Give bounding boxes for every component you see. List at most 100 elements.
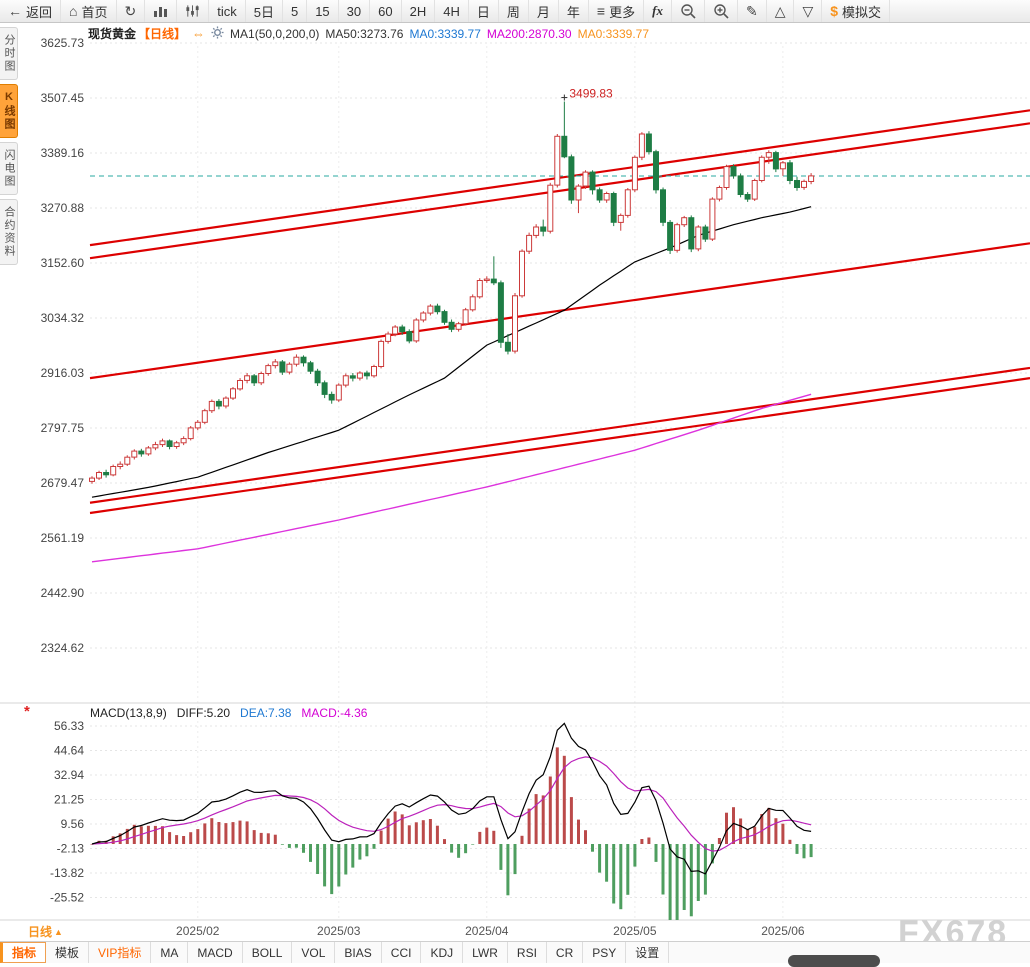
toolbar-home-button[interactable]: ⌂ 首页 (61, 0, 117, 22)
toolbar-period-year-button[interactable]: 年 (559, 0, 589, 22)
indicator-tab-vol[interactable]: VOL (292, 942, 336, 963)
indicator-tab-cci[interactable]: CCI (382, 942, 422, 963)
symbol-switch-icon[interactable]: ⇔ (192, 26, 206, 41)
indicator-tab-psy[interactable]: PSY (583, 942, 627, 963)
indicator-tab-kdj[interactable]: KDJ (421, 942, 464, 963)
indicator-tab-settings[interactable]: 设置 (626, 942, 670, 963)
equalizer-icon (185, 4, 200, 18)
pencil-icon: ✎ (745, 2, 758, 19)
toolbar-sim-trade-label: 模拟交 (842, 4, 882, 20)
period-tag: 【日线】 (138, 27, 187, 41)
refresh-icon: ↻ (124, 2, 137, 19)
menu-icon: ≡ (596, 2, 606, 19)
chart-header: 现货黄金 【日线】 ⇔ MA1(50,0,200,0) MA50:3273.76 … (88, 25, 649, 42)
toolbar-alert-up-button[interactable]: △ (767, 0, 795, 22)
toolbar-period-year-label: 年 (566, 4, 580, 20)
toolbar-tick-button[interactable]: tick (209, 0, 246, 22)
home-icon: ⌂ (69, 2, 78, 19)
indicator-tab-bar: 指标 模板 VIP指标 MA MACD BOLL VOL BIAS CCI KDJ LWR RSI CR… (0, 941, 1030, 963)
toolbar-zoom-in-button[interactable] (705, 0, 738, 22)
arrow-left-icon: ← (8, 2, 22, 19)
svg-text:2324.62: 2324.62 (41, 641, 85, 655)
gridlines (0, 42, 1030, 921)
ma50-value: MA50:3273.76 (325, 26, 404, 41)
toolbar-zoom-out-button[interactable] (672, 0, 705, 22)
toolbar-period-15m-label: 15 (315, 3, 330, 19)
toolbar-period-2h-label: 2H (409, 3, 427, 19)
svg-text:56.33: 56.33 (54, 719, 84, 733)
toolbar-period-4h-label: 4H (443, 3, 460, 19)
toolbar-bar-chart-button[interactable] (145, 0, 178, 22)
toolbar-period-week-button[interactable]: 周 (499, 0, 529, 22)
dea-value: DEA:7.38 (240, 706, 292, 720)
sidebar-tab-kline-chart[interactable]: K线图 (0, 84, 18, 138)
toolbar-chart-style-button[interactable] (177, 0, 210, 22)
horizontal-scrollbar-thumb[interactable] (788, 955, 880, 967)
indicator-flower-icon[interactable]: * (24, 703, 30, 720)
pane-period-label: 日线 (28, 925, 53, 939)
toolbar-tick-label: tick (217, 3, 237, 19)
toolbar-period-4h-button[interactable]: 4H (435, 0, 469, 22)
indicator-tab-bias[interactable]: BIAS (335, 942, 382, 963)
indicator-tab-vip-indicators[interactable]: VIP指标 (89, 942, 152, 963)
dollar-icon: $ (830, 3, 839, 19)
toolbar-draw-button[interactable]: ✎ (738, 0, 767, 22)
toolbar-period-5m-button[interactable]: 5 (283, 0, 308, 22)
diff-value: DIFF:5.20 (176, 706, 231, 720)
toolbar-period-month-label: 月 (536, 4, 550, 20)
indicator-tab-cr[interactable]: CR (547, 942, 584, 963)
svg-text:9.56: 9.56 (61, 817, 85, 831)
svg-text:-2.13: -2.13 (57, 842, 85, 856)
svg-text:3270.88: 3270.88 (41, 201, 85, 215)
chart-type-sidebar: 分时图 K线图闪电图合约资料 (0, 27, 20, 265)
toolbar-period-2h-button[interactable]: 2H (402, 0, 436, 22)
toolbar-sim-trade-button[interactable]: $ 模拟交 (822, 0, 891, 22)
indicator-tab-ma[interactable]: MA (151, 942, 189, 963)
svg-text:3152.60: 3152.60 (41, 256, 85, 270)
svg-text:-25.52: -25.52 (50, 891, 84, 905)
svg-text:2797.75: 2797.75 (41, 421, 85, 435)
top-toolbar: ← 返回 ⌂ 首页 ↻ tick 5日 5 15 30 60 2H 4H 日周月年 ≡ 更多 fx ✎ △ ▽ $ 模拟交 (0, 0, 1030, 23)
sidebar-tab-contract-info[interactable]: 合约资料 (0, 199, 18, 265)
indicator-tab-indicators[interactable]: 指标 (0, 942, 47, 963)
ma-params-label: MA1(50,0,200,0) (230, 26, 320, 41)
toolbar-back-button[interactable]: ← 返回 (0, 0, 62, 22)
toolbar-period-60m-button[interactable]: 60 (370, 0, 402, 22)
indicator-settings-icon[interactable] (211, 25, 224, 42)
zoom-out-icon (680, 3, 696, 19)
sidebar-tab-flash-chart[interactable]: 闪电图 (0, 142, 18, 195)
triangle-up-icon: △ (774, 2, 786, 19)
svg-text:2025/05: 2025/05 (613, 924, 657, 938)
indicator-tab-macd[interactable]: MACD (188, 942, 243, 963)
toolbar-more-button[interactable]: ≡ 更多 (589, 0, 645, 22)
macd-header: MACD(13,8,9) DIFF:5.20 DEA:7.38 MACD:-4.… (90, 706, 367, 720)
peak-annotation: 3499.83 (561, 87, 613, 101)
toolbar-period-30m-button[interactable]: 30 (339, 0, 371, 22)
price-pane (89, 101, 1030, 563)
svg-text:-13.82: -13.82 (50, 866, 84, 880)
pane-period-selector[interactable]: 日线 ▲ (28, 923, 63, 940)
macd-params-label: MACD(13,8,9) (90, 706, 167, 720)
toolbar-period-month-button[interactable]: 月 (529, 0, 559, 22)
toolbar-period-5d-button[interactable]: 5日 (246, 0, 283, 22)
dea-line (91, 756, 812, 852)
indicator-tab-boll[interactable]: BOLL (243, 942, 293, 963)
indicator-tab-templates[interactable]: 模板 (46, 942, 90, 963)
toolbar-alert-down-button[interactable]: ▽ (794, 0, 823, 22)
toolbar-fx-functions-label: fx (652, 3, 663, 18)
toolbar-refresh-button[interactable]: ↻ (117, 0, 146, 22)
main-chart-svg[interactable]: FX678 3499.83 3625.73 3507.45 3389.16 3270.88… (0, 22, 1030, 945)
ma200-line (91, 393, 812, 563)
indicator-tab-lwr[interactable]: LWR (463, 942, 508, 963)
svg-text:21.25: 21.25 (54, 793, 84, 807)
ma0-orange-value: MA0:3339.77 (577, 26, 649, 41)
svg-text:44.64: 44.64 (54, 744, 84, 758)
toolbar-period-day-button[interactable]: 日 (469, 0, 499, 22)
chevron-up-icon: ▲ (54, 926, 63, 937)
toolbar-period-15m-button[interactable]: 15 (307, 0, 339, 22)
toolbar-fx-functions-button[interactable]: fx (644, 0, 672, 22)
toolbar-home-label: 首页 (81, 4, 108, 20)
indicator-tab-rsi[interactable]: RSI (508, 942, 547, 963)
sidebar-tab-time-chart[interactable]: 分时图 (0, 27, 18, 80)
